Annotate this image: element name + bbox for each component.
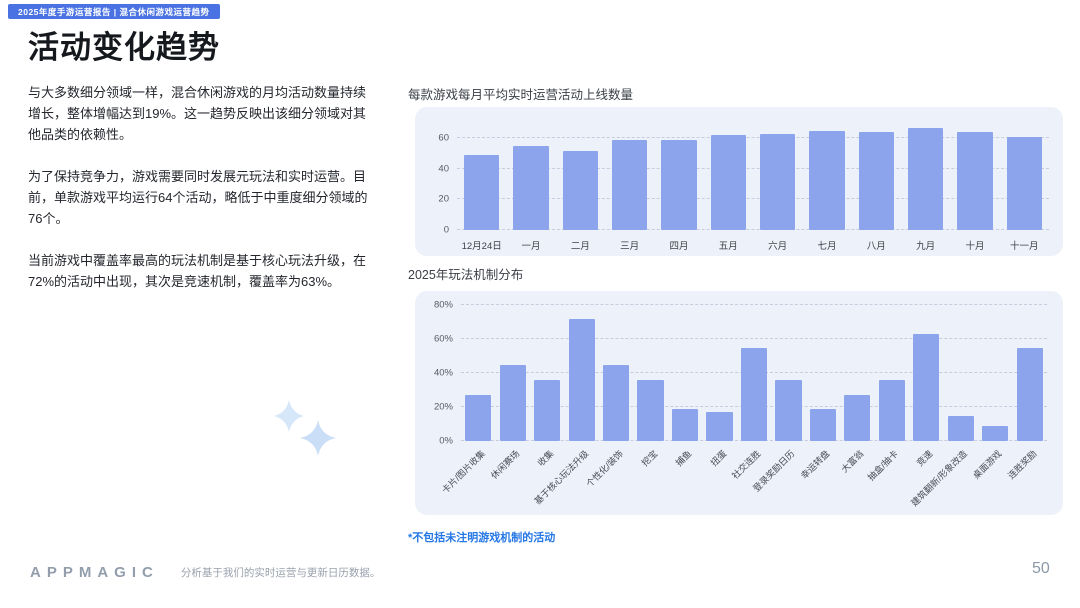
x-axis-label: 抽盒/抽卡 <box>866 448 901 483</box>
x-axis-label: 卡片/图片收集 <box>439 448 487 496</box>
y-axis-tick-label: 60% <box>433 333 453 345</box>
appmagic-logo: APPMAGIC <box>30 564 159 581</box>
bar <box>740 347 768 441</box>
x-axis-label: 连胜奖励 <box>1005 448 1039 481</box>
bar <box>465 395 492 441</box>
gridline <box>457 198 1049 200</box>
x-axis: 卡片/图片收集 休闲赛场 收集 基于核心玩法升级 个性化/装饰 挖宝 捕鱼 扭蛋 社交连胜 登录奖… <box>439 441 1047 515</box>
y-axis-tick-label: 60 <box>438 132 449 144</box>
x-axis: 12月24日 一月 二月 三月 四月 五月 六月 七月 八月 九月 十月 十一月 <box>457 233 1049 252</box>
bar <box>809 130 845 230</box>
gridline <box>461 304 1047 305</box>
x-axis-label: 挖宝 <box>639 448 660 469</box>
gridline <box>457 137 1049 139</box>
x-axis-label: 九月 <box>916 241 936 252</box>
x-axis-label: 八月 <box>866 241 886 252</box>
chart-footnote: *不包括未注明游戏机制的活动 <box>408 532 556 544</box>
bar <box>982 425 1009 441</box>
x-axis-label: 三月 <box>620 241 640 252</box>
x-axis-label: 六月 <box>768 241 788 252</box>
footer-note: 分析基于我们的实时运营与更新日历数据。 <box>180 567 381 579</box>
bar <box>858 132 895 230</box>
x-axis-label: 幸运转盘 <box>798 448 832 481</box>
bar <box>710 135 747 230</box>
y-axis-tick-label: 80% <box>433 299 453 311</box>
y-axis-tick-label: 20 <box>438 193 449 205</box>
x-axis-label: 登录奖励日历 <box>751 448 797 494</box>
y-axis-tick-label: 40 <box>438 163 449 175</box>
chart-mechanics-title: 2025年玩法机制分布 <box>408 268 524 282</box>
chart-monthly-title: 每款游戏每月平均实时运营活动上线数量 <box>408 88 634 102</box>
bar <box>1016 347 1043 441</box>
x-axis-label: 个性化/装饰 <box>583 448 625 490</box>
bar <box>878 379 905 441</box>
x-axis-label: 扭蛋 <box>708 448 729 469</box>
bar <box>844 395 871 441</box>
bar-chart-plot: 0% 20% 40% 60% 80% <box>434 300 1047 447</box>
bar <box>603 364 630 441</box>
y-axis-tick-label: 40% <box>433 367 453 379</box>
bar <box>568 318 595 441</box>
gridline <box>461 338 1047 339</box>
x-axis-label: 十一月 <box>1010 241 1039 252</box>
y-axis-tick-label: 0% <box>439 435 453 447</box>
x-axis-label: 建筑翻新/形象改造 <box>909 448 970 509</box>
footer: APPMAGIC 分析基于我们的实时运营与更新日历数据。 <box>30 564 380 581</box>
bar-chart-plot: 0 20 40 60 <box>438 123 1049 236</box>
bar <box>534 379 561 441</box>
x-axis-label: 捕鱼 <box>673 448 694 469</box>
bar <box>907 127 944 230</box>
bar <box>513 145 549 230</box>
bar <box>671 408 699 441</box>
chart-monthly-activities: 0 20 40 60 12月24日 一月 二月 三月 四月 五月 六月 七月 八月 九月 十月 十一月 <box>415 107 1063 256</box>
bar <box>637 379 664 441</box>
x-axis-label: 十月 <box>965 241 985 252</box>
bar <box>759 133 796 230</box>
body-text: 与大多数细分领域一样，混合休闲游戏的月均活动数量持续增长，整体增幅达到19%。这… <box>28 82 368 313</box>
x-axis-label: 四月 <box>669 241 689 252</box>
y-axis-tick-label: 20% <box>433 401 453 413</box>
x-axis-label: 12月24日 <box>461 241 502 252</box>
x-axis-label: 桌面游戏 <box>971 448 1004 481</box>
x-axis-label: 五月 <box>718 241 738 252</box>
bar <box>562 150 599 230</box>
paragraph-top-mechanics: 当前游戏中覆盖率最高的玩法机制是基于核心玩法升级，在72%的活动中出现，其次是竞… <box>28 253 367 290</box>
bar <box>1006 136 1043 230</box>
sparkle-icon <box>274 400 336 456</box>
x-axis-label: 七月 <box>817 241 837 252</box>
paragraph-growth: 与大多数细分领域一样，混合休闲游戏的月均活动数量持续增长，整体增幅达到19%。这… <box>28 85 367 143</box>
bar <box>947 415 974 441</box>
x-axis-label: 休闲赛场 <box>488 448 522 481</box>
page-number: 50 <box>1032 560 1050 577</box>
bar <box>499 364 526 441</box>
bar <box>706 412 733 441</box>
bar <box>661 139 697 230</box>
y-axis-tick-label: 0 <box>443 224 449 236</box>
page-title: 活动变化趋势 <box>28 30 220 65</box>
bar <box>611 139 648 230</box>
x-axis-label: 一月 <box>521 241 541 252</box>
bar <box>809 408 837 441</box>
chart-mechanics-distribution: 0% 20% 40% 60% 80% 卡片/图片收集 休闲赛场 收集 基于核心玩法升级 个性化/… <box>415 291 1063 515</box>
bar <box>775 379 802 441</box>
bar <box>957 132 993 230</box>
bar <box>463 155 500 230</box>
x-axis-label: 二月 <box>570 241 590 252</box>
bar <box>913 333 940 441</box>
paragraph-average-events: 为了保持竞争力，游戏需要同时发展元玩法和实时运营。目前，单款游戏平均运行64个活… <box>28 169 368 227</box>
gridline <box>457 167 1049 169</box>
report-badge: 2025年度手游运营报告 | 混合休闲游戏运营趋势 <box>8 4 220 19</box>
gridline <box>457 229 1049 230</box>
